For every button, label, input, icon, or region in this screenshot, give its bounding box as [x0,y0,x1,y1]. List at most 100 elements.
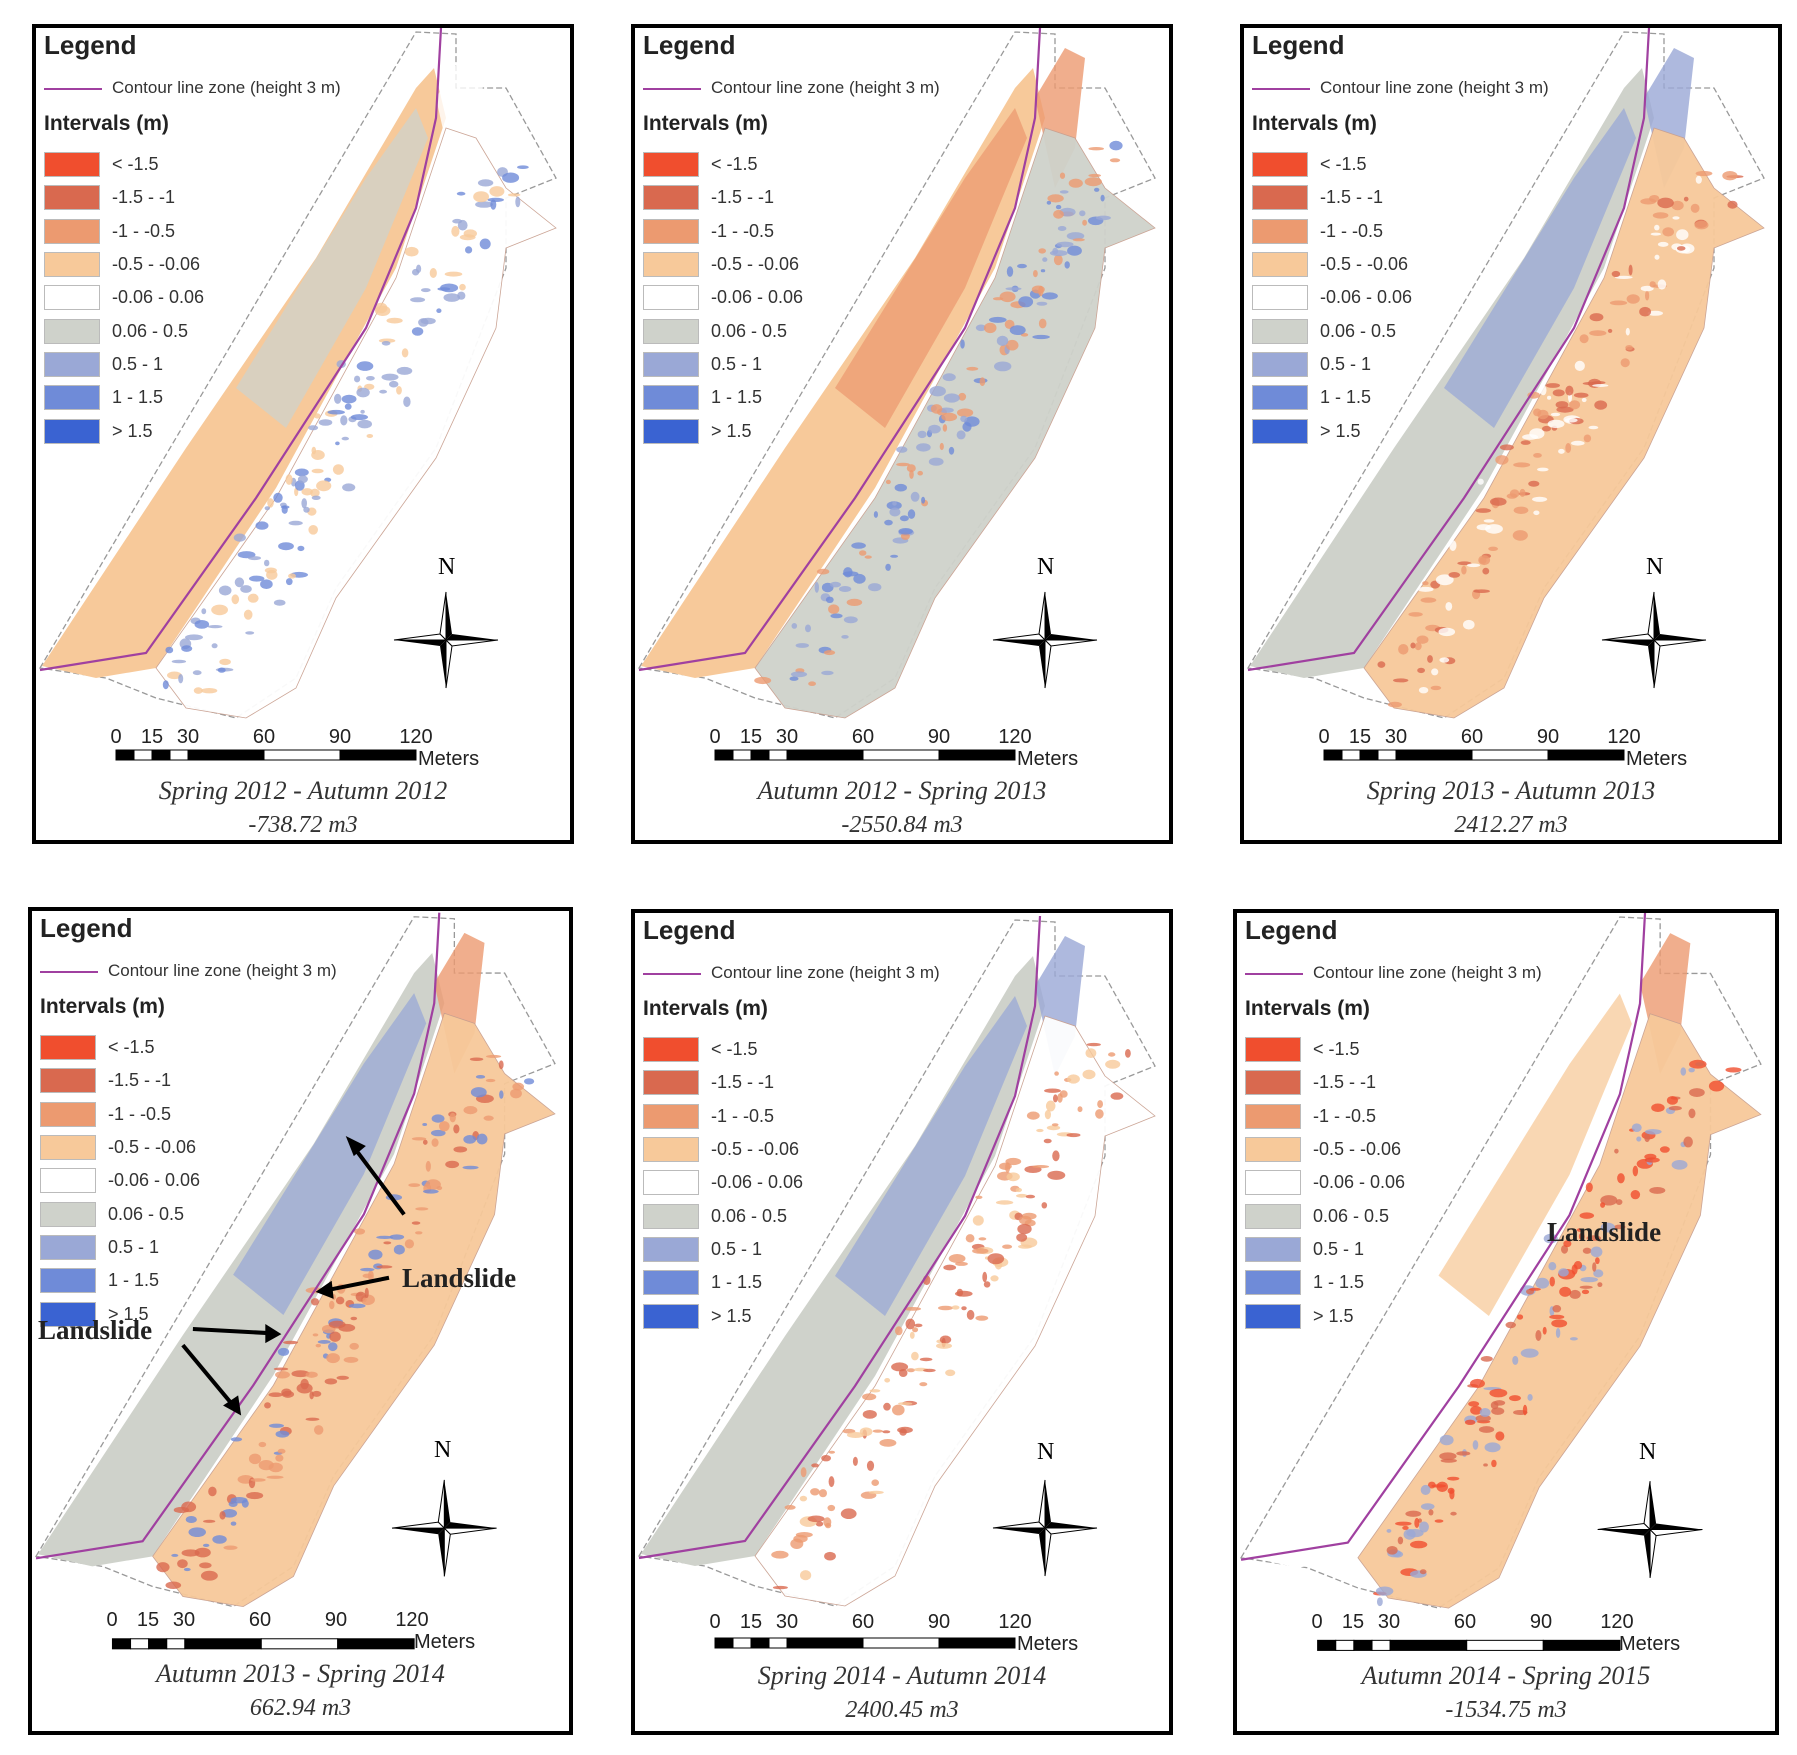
change-patch [899,1428,907,1436]
legend-swatch [643,1137,699,1163]
change-patch [211,604,229,616]
change-patch [194,620,210,629]
north-label: N [1037,554,1055,580]
change-patch [1695,170,1713,177]
change-patch [862,1410,877,1419]
change-patch [183,1567,191,1572]
legend-item: 0.5 - 1 [643,1233,803,1266]
scale-tick-label: 15 [136,1609,160,1631]
change-patch [1086,1042,1101,1047]
change-patch [1558,1268,1569,1277]
change-patch [1688,1108,1696,1119]
change-patch [247,593,259,603]
change-patch [983,322,997,334]
change-patch [311,446,317,455]
change-patch [408,1183,421,1188]
change-patch [1564,417,1578,423]
map-area [1239,913,1762,1651]
change-patch [344,403,352,410]
change-patch [348,1303,366,1309]
legend-item-label: 1 - 1.5 [711,1272,763,1293]
legend-item: < -1.5 [1245,1033,1405,1066]
change-patch [1047,194,1064,203]
change-patch [978,1237,987,1241]
change-patch [862,1393,877,1401]
change-patch [288,520,303,526]
legend-swatch [643,1070,699,1096]
change-patch [354,375,361,383]
change-patch [366,434,374,438]
change-patch [1476,524,1491,531]
change-patch [489,186,505,197]
scale-unit-label: Meters [1017,1633,1079,1655]
legend-swatch [643,1103,699,1129]
change-patch [436,1185,443,1191]
change-patch [864,555,872,559]
legend-item: 0.5 - 1 [1245,1233,1405,1266]
change-patch [312,1333,319,1337]
change-patch [1579,334,1589,344]
change-patch [805,624,811,633]
legend-item-label: 0.5 - 1 [108,1236,160,1257]
map-area [34,912,556,1650]
change-patch [1005,1162,1011,1173]
change-patch [928,424,941,434]
legend-contour-entry: Contour line zone (height 3 m) [643,963,940,983]
change-patch [1094,187,1100,192]
contour-line [1247,28,1651,672]
change-patch [1695,1062,1704,1067]
contour-line-swatch [1252,87,1310,90]
change-patch [945,1369,956,1377]
legend-swatch [1245,1137,1301,1163]
change-patch [273,1367,289,1371]
legend-swatch [40,1301,96,1327]
change-patch [1694,220,1709,230]
legend-item-label: 0.06 - 0.5 [711,320,788,341]
change-patch [1625,345,1633,351]
change-patch [502,172,520,183]
change-patch [846,598,863,607]
contour-line-swatch [44,87,102,90]
change-patch [1025,1194,1036,1199]
change-patch [1582,1247,1592,1254]
change-patch [389,380,399,388]
change-patch [885,563,891,571]
legend-swatch [44,351,100,377]
change-patch [273,599,286,606]
panel-volume: 2400.45 m3 [845,1697,959,1723]
legend-item-label: -1 - -0.5 [112,220,176,241]
change-patch [185,1515,197,1524]
change-patch [297,545,305,552]
change-patch [188,1527,206,1538]
legend-item-label: < -1.5 [1320,154,1367,175]
change-patch [485,1078,496,1083]
scale-tick-label: 30 [172,1609,196,1631]
change-patch [1005,1157,1022,1166]
change-patch [1100,194,1105,202]
change-patch [1375,1586,1394,1596]
change-patch [807,1515,825,1523]
legend-intervals-title: Intervals (m) [643,997,768,1020]
change-patch [1550,412,1561,417]
change-patch [923,1368,936,1373]
change-patch [360,1267,375,1272]
change-patch [929,386,946,397]
change-patch [1609,300,1628,306]
change-patch [939,442,944,451]
legend-item: -0.5 - -0.06 [1252,248,1412,281]
change-patch [1589,313,1604,322]
change-patch [185,634,203,641]
change-patch [1002,1244,1013,1249]
legend-swatch [44,385,100,411]
scale-tick-label: 15 [739,1611,763,1633]
change-patch [939,1335,952,1344]
change-patch [982,1271,988,1283]
legend-contour-label: Contour line zone (height 3 m) [711,78,940,97]
legend-title: Legend [643,30,736,60]
change-patch [1651,1103,1665,1112]
change-patch [357,419,373,429]
legend-swatch [1252,418,1308,444]
change-patch [892,1404,905,1416]
change-patch [1683,1136,1693,1148]
scale-tick-label: 0 [709,1611,721,1633]
